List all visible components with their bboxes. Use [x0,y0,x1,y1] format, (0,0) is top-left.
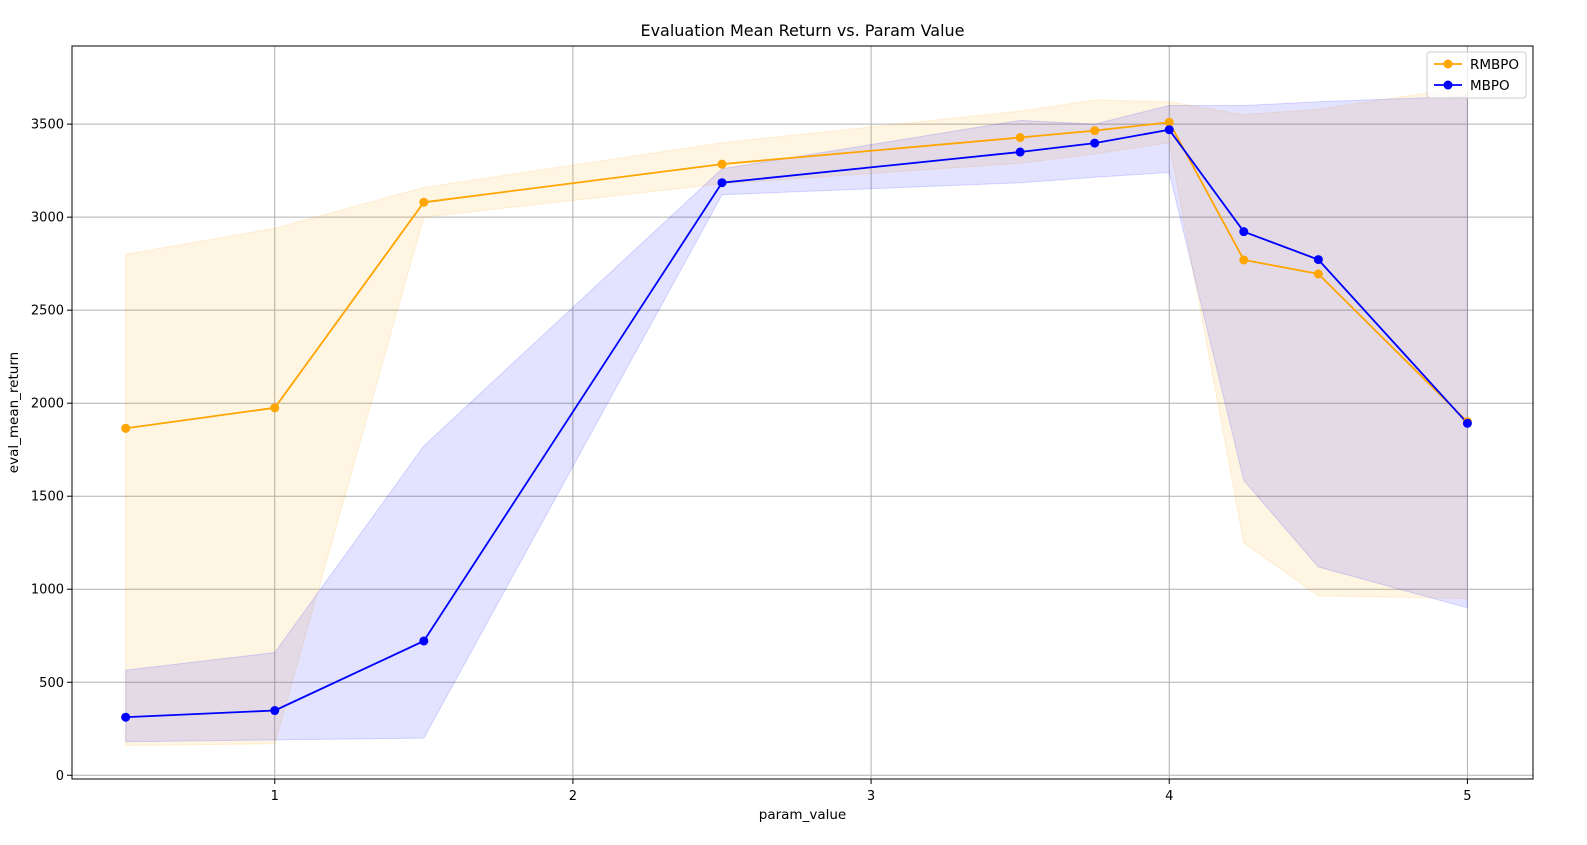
rmbpo-point [121,423,131,433]
y-tick-label: 3500 [31,118,64,133]
mbpo-point [1462,418,1472,428]
mbpo-point [717,178,727,188]
rmbpo-point [1239,255,1249,265]
series-lines [125,121,1469,719]
rmbpo-point [419,197,429,207]
legend-marker-mbpo [1443,80,1453,90]
confidence-bands [125,86,1468,747]
rmbpo-point [1090,126,1100,136]
plot-frame [71,45,1534,780]
x-tick-label: 5 [1463,789,1471,804]
legend-label-rmbpo: RMBPO [1470,57,1519,73]
mbpo-point [1164,125,1174,135]
y-tick-label: 0 [56,769,64,784]
y-tick-label: 1000 [31,583,64,598]
y-tick-label: 2000 [31,397,64,412]
x-tick-label: 2 [569,789,577,804]
rmbpo-point [270,403,280,413]
x-tick-label: 4 [1165,789,1173,804]
x-tick-label: 3 [867,789,875,804]
mbpo-band [125,95,1468,743]
mbpo-point [1239,227,1249,237]
chart-title: Evaluation Mean Return vs. Param Value [640,21,964,40]
axis-ticks: 1 2 3 4 5 0 500 1000 1500 2000 2500 3000 3500 [31,118,1472,804]
y-tick-label: 2500 [31,304,64,319]
mbpo-point [1090,138,1100,148]
mbpo-point [1313,255,1323,265]
mbpo-point [1015,147,1025,157]
mbpo-point [121,712,131,722]
series-markers [121,117,1472,722]
legend-marker-rmbpo [1443,59,1453,69]
y-tick-label: 3000 [31,211,64,226]
rmbpo-point [1164,117,1174,127]
y-axis-title: eval_mean_return [6,352,22,473]
rmbpo-band [125,86,1468,747]
x-tick-label: 1 [271,789,279,804]
rmbpo-point [1313,269,1323,279]
y-tick-label: 500 [39,676,64,691]
y-tick-label: 1500 [31,490,64,505]
mbpo-point [419,636,429,646]
legend-label-mbpo: MBPO [1470,78,1510,94]
rmbpo-point [717,159,727,169]
rmbpo-point [1015,133,1025,143]
legend: RMBPO MBPO [1426,51,1527,99]
rmbpo-line [125,121,1469,430]
x-axis-title: param_value [759,807,846,823]
mbpo-point [270,706,280,716]
mbpo-line [125,128,1469,719]
